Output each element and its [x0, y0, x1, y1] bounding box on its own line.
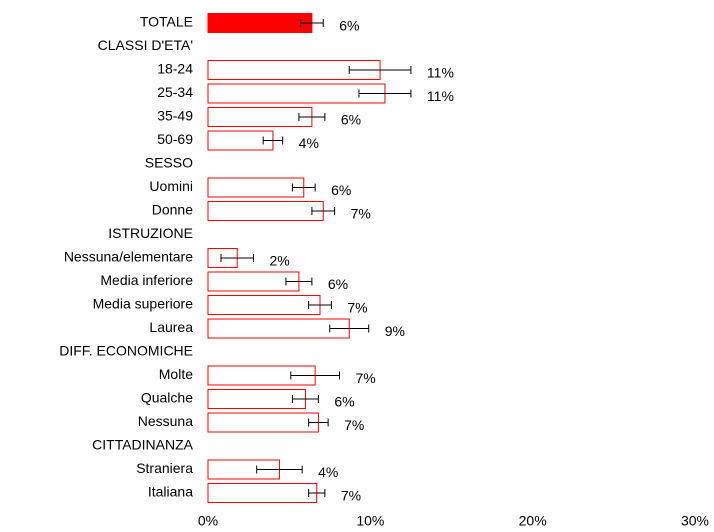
bar: [207, 177, 305, 198]
y-tick-label: Qualche: [141, 390, 193, 406]
y-tick-label: ISTRUZIONE: [108, 225, 193, 241]
value-label: 6%: [339, 18, 359, 34]
bar: [207, 318, 350, 339]
value-label: 6%: [334, 394, 354, 410]
value-label: 7%: [344, 417, 364, 433]
value-label: 6%: [328, 276, 348, 292]
y-tick-label: 18-24: [157, 61, 193, 77]
y-tick-label: Molte: [159, 366, 193, 382]
x-tick-label: 30%: [681, 513, 709, 529]
bar: [207, 412, 319, 433]
y-tick-label: Italiana: [148, 484, 193, 500]
y-tick-label: 35-49: [157, 108, 193, 124]
y-tick-label: SESSO: [145, 155, 193, 171]
x-tick-label: 10%: [356, 513, 384, 529]
y-tick-label: Donne: [152, 202, 193, 218]
value-label: 7%: [355, 370, 375, 386]
value-label: 7%: [347, 300, 367, 316]
y-tick-label: 50-69: [157, 131, 193, 147]
y-tick-label: 25-34: [157, 84, 193, 100]
value-label: 2%: [269, 253, 289, 269]
value-label: 7%: [351, 206, 371, 222]
bar: [207, 107, 313, 127]
bar: [207, 201, 324, 221]
value-label: 4%: [318, 464, 338, 480]
y-tick-label: TOTALE: [140, 14, 193, 30]
bar: [207, 389, 306, 409]
bar: [207, 295, 321, 315]
bar: [207, 483, 318, 503]
y-tick-label: CITTADINANZA: [92, 437, 194, 453]
value-label: 6%: [331, 182, 351, 198]
y-tick-label: Uomini: [149, 178, 193, 194]
value-label: 9%: [385, 323, 405, 339]
y-tick-label: Media inferiore: [100, 272, 193, 288]
x-tick-label: 20%: [519, 513, 547, 529]
y-tick-label: DIFF. ECONOMICHE: [59, 343, 193, 359]
value-label: 11%: [427, 65, 454, 81]
y-tick-label: Nessuna/elementare: [64, 249, 193, 265]
value-label: 6%: [341, 112, 361, 128]
x-tick-label: 0%: [198, 513, 218, 529]
bar: [207, 271, 300, 292]
y-tick-label: Media superiore: [93, 296, 194, 312]
bar: [207, 13, 313, 33]
value-label: 4%: [299, 135, 319, 151]
y-tick-label: Nessuna: [138, 413, 193, 429]
y-tick-label: Laurea: [149, 319, 193, 335]
y-tick-label: Straniera: [136, 460, 193, 476]
value-label: 11%: [427, 88, 454, 104]
value-label: 7%: [341, 488, 361, 504]
y-tick-label: CLASSI D'ETA': [98, 37, 193, 53]
bar: [207, 83, 386, 104]
